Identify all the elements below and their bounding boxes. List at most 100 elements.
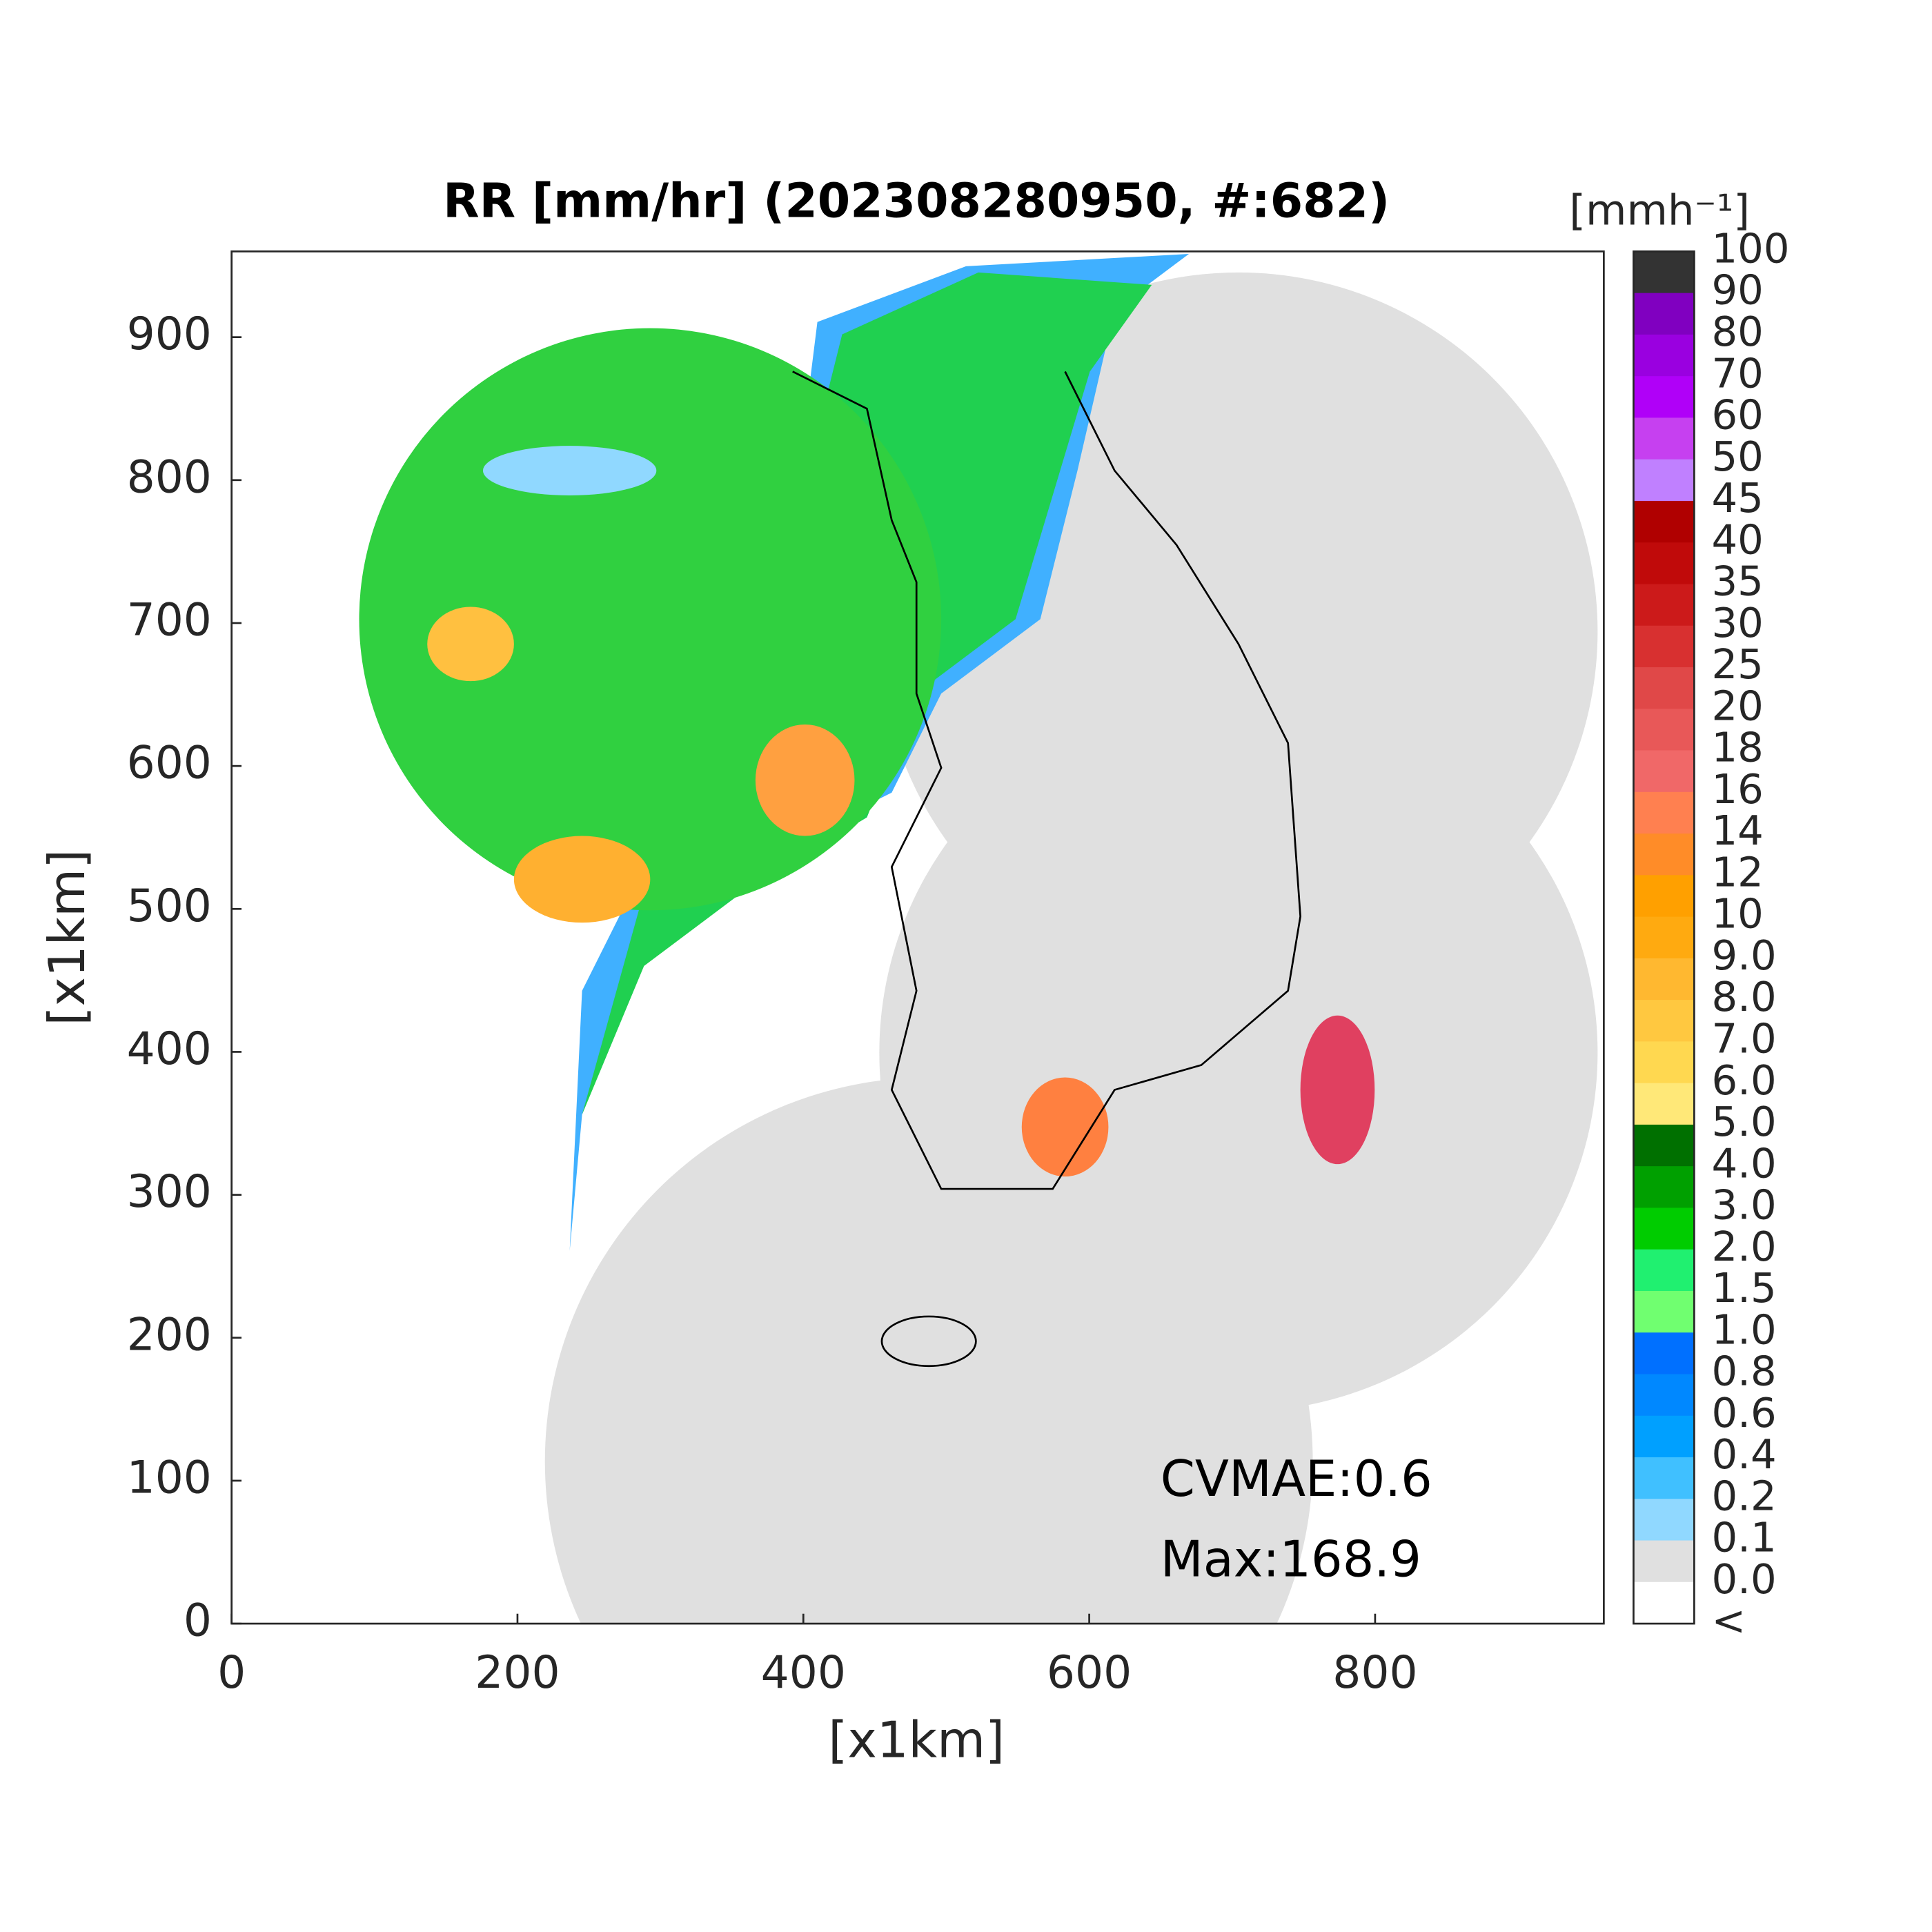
colorbar-swatch bbox=[1633, 417, 1695, 460]
colorbar-label: 12 bbox=[1712, 848, 1764, 896]
colorbar-label: 5.0 bbox=[1712, 1098, 1777, 1145]
colorbar-label: 1.5 bbox=[1712, 1264, 1777, 1312]
x-tick-label: 200 bbox=[475, 1647, 560, 1699]
colorbar-unit: [mmh⁻¹] bbox=[1569, 186, 1750, 235]
colorbar-swatch bbox=[1633, 791, 1695, 834]
colorbar-label: 6.0 bbox=[1712, 1056, 1777, 1104]
colorbar-label: 0.6 bbox=[1712, 1389, 1777, 1437]
colorbar-swatch bbox=[1633, 1208, 1695, 1250]
colorbar-swatch bbox=[1633, 750, 1695, 793]
coastline bbox=[792, 371, 1301, 1190]
colorbar-label: 35 bbox=[1712, 558, 1764, 605]
colorbar-swatch bbox=[1633, 334, 1695, 377]
colorbar-frame bbox=[1633, 250, 1695, 1625]
colorbar-label: 4.0 bbox=[1712, 1139, 1777, 1187]
colorbar-label: 0.1 bbox=[1712, 1514, 1777, 1561]
coverage bbox=[544, 1077, 1313, 1624]
x-tick-label: 0 bbox=[217, 1647, 246, 1699]
colorbar-swatch bbox=[1633, 500, 1695, 544]
colorbar-label: 100 bbox=[1712, 224, 1790, 272]
colorbar-label: < bbox=[1712, 1597, 1746, 1644]
colorbar-swatch bbox=[1633, 251, 1695, 294]
colorbar-label: 45 bbox=[1712, 474, 1764, 522]
colorbar-label: 2.0 bbox=[1712, 1223, 1777, 1270]
colorbar-label: 25 bbox=[1712, 640, 1764, 688]
colorbar-label: 0.0 bbox=[1712, 1555, 1777, 1603]
colorbar-swatch bbox=[1633, 1415, 1695, 1458]
colorbar-swatch bbox=[1633, 459, 1695, 502]
x-tick-label: 400 bbox=[761, 1647, 846, 1699]
x-tick-label: 600 bbox=[1047, 1647, 1132, 1699]
colorbar-label: 30 bbox=[1712, 599, 1764, 647]
annotation: Max:168.9 bbox=[1161, 1530, 1421, 1588]
colorbar-swatch bbox=[1633, 1457, 1695, 1500]
rain-heavy bbox=[1300, 1015, 1375, 1165]
colorbar-swatch bbox=[1633, 1581, 1695, 1624]
colorbar-label: 3.0 bbox=[1712, 1181, 1777, 1229]
colorbar-label: 70 bbox=[1712, 349, 1764, 397]
colorbar-label: 20 bbox=[1712, 682, 1764, 729]
rain-heavy bbox=[755, 724, 855, 836]
colorbar-label: 16 bbox=[1712, 765, 1764, 813]
colorbar-swatch bbox=[1633, 916, 1695, 959]
y-axis-label: [x1km] bbox=[38, 849, 96, 1026]
colorbar-swatch bbox=[1633, 1083, 1695, 1125]
colorbar-swatch bbox=[1633, 376, 1695, 419]
colorbar-label: 0.8 bbox=[1712, 1348, 1777, 1395]
colorbar-label: 7.0 bbox=[1712, 1014, 1777, 1062]
colorbar-swatch bbox=[1633, 1499, 1695, 1541]
colorbar-swatch bbox=[1633, 1166, 1695, 1209]
colorbar-label: 40 bbox=[1712, 515, 1764, 563]
coastline bbox=[880, 1315, 977, 1368]
y-tick-label: 400 bbox=[127, 1023, 212, 1075]
colorbar-label: 90 bbox=[1712, 266, 1764, 314]
rain-heavy bbox=[1021, 1077, 1109, 1177]
colorbar-label: 1.0 bbox=[1712, 1305, 1777, 1353]
colorbar-swatch bbox=[1633, 1540, 1695, 1583]
colorbar-label: 14 bbox=[1712, 807, 1764, 854]
y-tick-label: 800 bbox=[127, 451, 212, 503]
axes-box bbox=[230, 250, 1605, 1625]
colorbar-label: 80 bbox=[1712, 308, 1764, 355]
y-tick-label: 600 bbox=[127, 738, 212, 789]
colorbar-label: 60 bbox=[1712, 391, 1764, 439]
rain-heavy bbox=[427, 607, 514, 682]
y-tick-label: 700 bbox=[127, 595, 212, 647]
y-tick-label: 200 bbox=[127, 1309, 212, 1361]
colorbar-swatch bbox=[1633, 1000, 1695, 1043]
y-tick-label: 100 bbox=[127, 1452, 212, 1504]
colorbar-swatch bbox=[1633, 293, 1695, 335]
colorbar-label: 0.4 bbox=[1712, 1430, 1777, 1478]
colorbar-swatch bbox=[1633, 542, 1695, 585]
colorbar-swatch bbox=[1633, 1290, 1695, 1334]
colorbar-swatch bbox=[1633, 625, 1695, 668]
colorbar-label: 18 bbox=[1712, 724, 1764, 771]
colorbar-swatch bbox=[1633, 584, 1695, 627]
y-tick-label: 500 bbox=[127, 880, 212, 932]
colorbar-swatch bbox=[1633, 1374, 1695, 1417]
radar-field bbox=[359, 253, 1598, 1624]
colorbar-swatch bbox=[1633, 834, 1695, 876]
colorbar-swatch bbox=[1633, 875, 1695, 918]
colorbar-label: 0.2 bbox=[1712, 1472, 1777, 1519]
colorbar-label: 8.0 bbox=[1712, 973, 1777, 1021]
rain-heavy bbox=[513, 836, 651, 923]
colorbar-swatch bbox=[1633, 1041, 1695, 1084]
colorbar-swatch bbox=[1633, 1249, 1695, 1292]
chart-title: RR [mm/hr] (202308280950, #:682) bbox=[443, 175, 1390, 229]
x-tick-label: 800 bbox=[1332, 1647, 1417, 1699]
colorbar-label: 10 bbox=[1712, 890, 1764, 938]
colorbar-label: 9.0 bbox=[1712, 931, 1777, 979]
y-tick-label: 0 bbox=[184, 1595, 212, 1647]
y-tick-label: 900 bbox=[127, 308, 212, 360]
colorbar-swatch bbox=[1633, 709, 1695, 751]
y-tick-label: 300 bbox=[127, 1166, 212, 1218]
colorbar-swatch bbox=[1633, 667, 1695, 710]
colorbar-swatch bbox=[1633, 1332, 1695, 1375]
colorbar-swatch bbox=[1633, 1124, 1695, 1167]
colorbar-swatch bbox=[1633, 958, 1695, 1001]
colorbar-label: 50 bbox=[1712, 433, 1764, 480]
rain-light bbox=[483, 446, 657, 495]
